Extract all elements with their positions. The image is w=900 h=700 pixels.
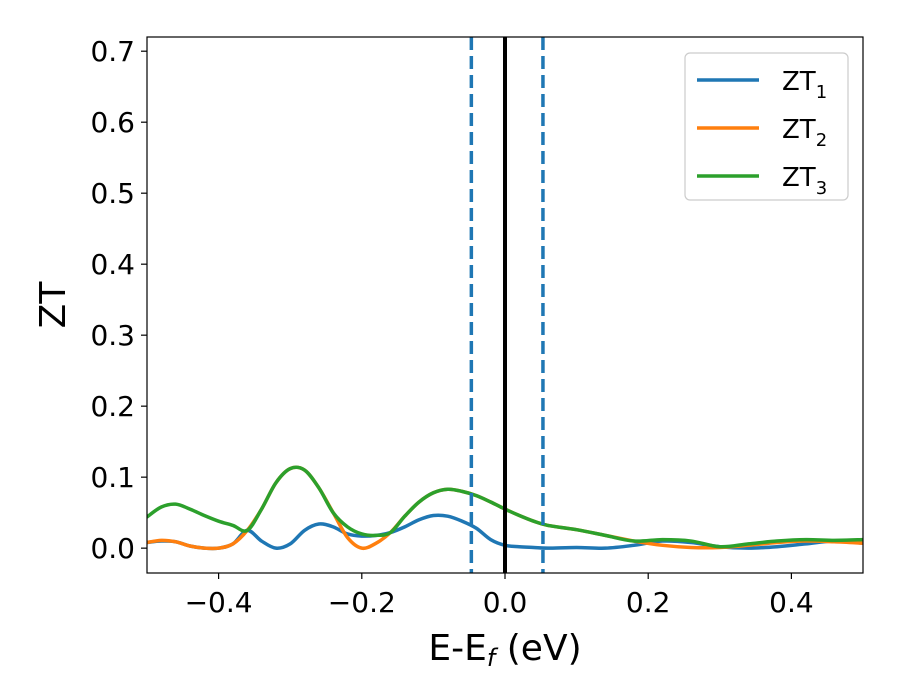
series-line-zt3 bbox=[147, 465, 863, 549]
x-tick-label: 0.0 bbox=[483, 586, 528, 619]
x-tick-label: 0.4 bbox=[769, 586, 814, 619]
plot-area bbox=[147, 37, 863, 573]
legend-label-zt3: ZT3 bbox=[782, 163, 827, 199]
x-tick-label: −0.2 bbox=[328, 586, 396, 619]
legend-label-zt2: ZT2 bbox=[782, 115, 827, 151]
y-tick-label: 0.4 bbox=[90, 248, 135, 281]
legend: ZT1 ZT2 ZT3 bbox=[684, 52, 849, 201]
y-tick-label: 0.7 bbox=[90, 35, 135, 68]
y-axis-title: ZT bbox=[33, 281, 74, 329]
x-axis-title: E-Ef (eV) bbox=[428, 628, 581, 672]
axes: −0.4 −0.2 0.0 0.2 0.4 0.0 0.1 0.2 0.3 0.4 0.5 0.6 0.… bbox=[90, 35, 864, 619]
plot-content bbox=[147, 37, 863, 573]
x-tick-label: −0.4 bbox=[185, 586, 253, 619]
x-axis-title-main: E-E bbox=[428, 628, 486, 669]
y-tick-label: 0.1 bbox=[90, 461, 135, 494]
y-tick-label: 0.6 bbox=[90, 106, 135, 139]
y-tick-label: 0.5 bbox=[90, 177, 135, 210]
y-tick-label: 0.2 bbox=[90, 390, 135, 423]
x-tick-label: 0.2 bbox=[626, 586, 671, 619]
legend-box bbox=[684, 52, 849, 201]
y-tick-label: 0.0 bbox=[90, 532, 135, 565]
y-tick-label: 0.3 bbox=[90, 319, 135, 352]
x-axis-title-unit: (eV) bbox=[495, 628, 581, 669]
legend-label-zt1: ZT1 bbox=[782, 67, 827, 103]
